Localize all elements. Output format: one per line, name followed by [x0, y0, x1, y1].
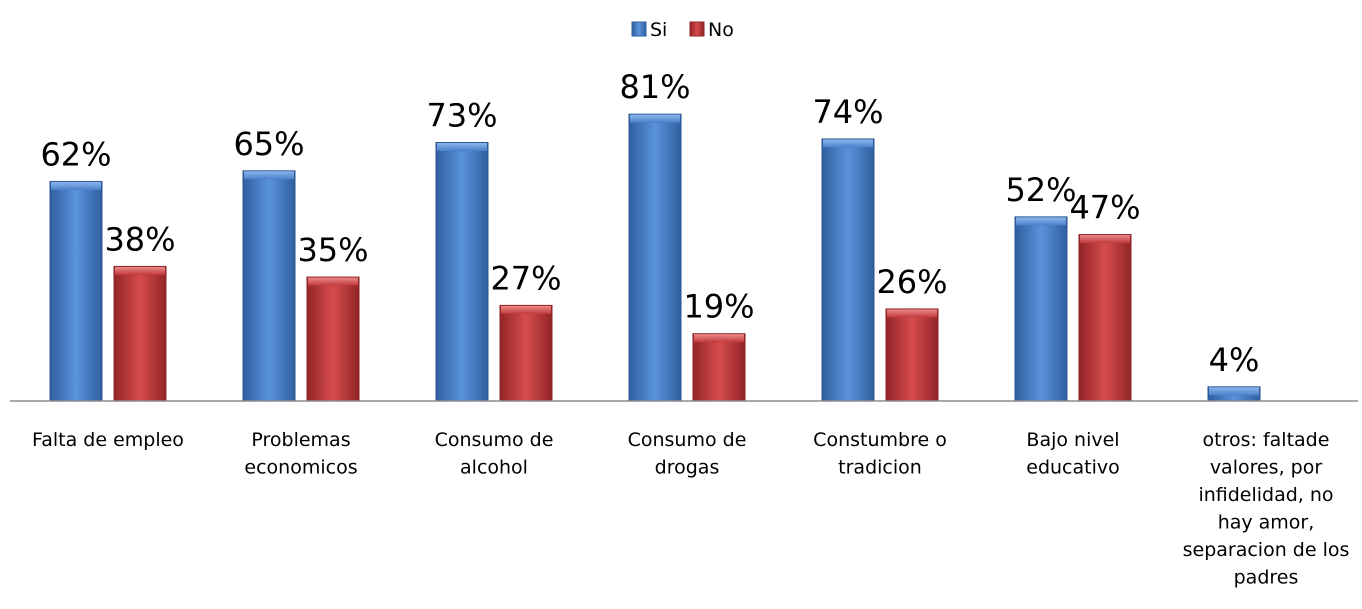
bar-bevel-si-2: [437, 143, 487, 152]
category-label-line: Problemas: [251, 429, 350, 451]
category-label-line: infidelidad, no: [1198, 484, 1333, 506]
value-label-no-3: 19%: [683, 288, 754, 326]
category-label-line: tradicion: [838, 457, 922, 479]
category-label-0: Falta de empleo: [32, 429, 184, 451]
bars: [49, 113, 1261, 402]
category-label-line: drogas: [655, 457, 720, 479]
bar-bevel-si-6: [1209, 387, 1259, 396]
category-label-line: Falta de empleo: [32, 429, 184, 451]
legend-swatch-si: [631, 21, 647, 37]
bar-bevel-no-5: [1080, 235, 1130, 244]
bar-bevel-no-3: [694, 334, 744, 343]
value-label-si-0: 62%: [40, 135, 111, 173]
value-label-no-5: 47%: [1069, 189, 1140, 227]
value-label-si-2: 73%: [426, 97, 497, 135]
bar-no-0: [113, 265, 167, 402]
bar-bevel-si-0: [51, 181, 101, 190]
bar-si-2: [435, 142, 489, 402]
legend: Si No: [631, 19, 734, 41]
bar-no-4: [885, 308, 939, 402]
bar-bevel-no-2: [501, 305, 551, 314]
category-label-line: padres: [1234, 567, 1299, 589]
value-labels: 62% 38% 65% 35% 73% 27% 81% 19% 74% 26% 52%47% 4%: [40, 68, 1259, 379]
bar-bevel-no-0: [115, 266, 165, 275]
category-label-line: valores, por: [1210, 457, 1323, 479]
value-label-no-4: 26%: [876, 263, 947, 301]
bar-no-1: [306, 276, 360, 402]
category-labels: Falta de empleo Problemas economicos Consum…: [32, 429, 1349, 589]
bar-no-5: [1078, 234, 1132, 402]
bar-no-2: [499, 304, 553, 402]
category-label-line: otros: faltade: [1203, 429, 1330, 451]
bar-si-3: [628, 113, 682, 402]
value-label-si-6: 4%: [1209, 341, 1260, 379]
value-label-si-5: 52%: [1005, 171, 1076, 209]
category-label-4: Constumbre o tradicion: [813, 429, 947, 479]
category-label-line: Bajo nivel: [1026, 429, 1119, 451]
bar-bevel-no-1: [308, 277, 358, 286]
legend-swatch-no: [689, 21, 705, 37]
category-label-6: otros: faltade valores, por infidelidad, n…: [1183, 429, 1350, 589]
bar-bevel-si-5: [1016, 217, 1066, 226]
bar-bevel-no-4: [887, 309, 937, 318]
bar-si-5: [1014, 216, 1068, 402]
category-label-line: economicos: [244, 457, 357, 479]
value-label-si-1: 65%: [233, 125, 304, 163]
value-label-no-2: 27%: [490, 259, 561, 297]
category-label-line: hay amor,: [1218, 512, 1315, 534]
legend-label-no: No: [708, 19, 734, 41]
category-label-2: Consumo de alcohol: [435, 429, 554, 479]
category-label-line: separacion de los: [1183, 539, 1350, 561]
category-label-line: Consumo de: [628, 429, 747, 451]
bar-bevel-si-1: [244, 171, 294, 180]
value-label-no-0: 38%: [104, 220, 175, 258]
value-label-no-1: 35%: [297, 231, 368, 269]
category-label-line: Consumo de: [435, 429, 554, 451]
value-label-si-3: 81%: [619, 68, 690, 106]
bar-si-4: [821, 138, 875, 402]
category-label-5: Bajo nivel educativo: [1026, 429, 1119, 479]
category-label-line: alcohol: [460, 457, 528, 479]
category-label-line: educativo: [1026, 457, 1119, 479]
bar-no-3: [692, 333, 746, 402]
bar-bevel-si-3: [630, 114, 680, 123]
value-label-si-4: 74%: [812, 93, 883, 131]
category-label-3: Consumo de drogas: [628, 429, 747, 479]
bar-si-1: [242, 170, 296, 402]
category-label-line: Constumbre o: [813, 429, 947, 451]
category-label-1: Problemas economicos: [244, 429, 357, 479]
legend-label-si: Si: [650, 19, 667, 41]
bar-si-0: [49, 180, 103, 402]
bar-bevel-si-4: [823, 139, 873, 148]
